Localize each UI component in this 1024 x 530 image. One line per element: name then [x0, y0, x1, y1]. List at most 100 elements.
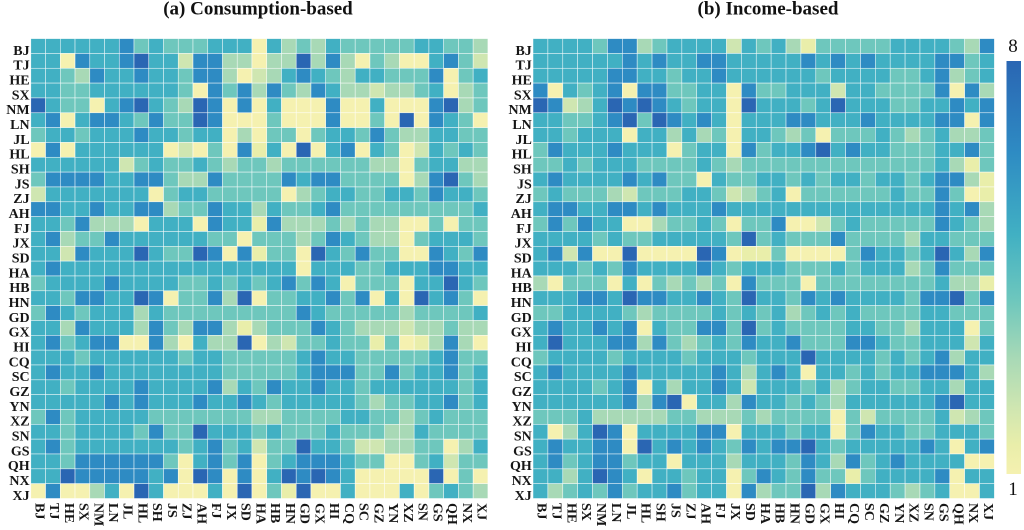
svg-text:HE: HE [9, 73, 29, 88]
svg-text:HL: HL [9, 148, 29, 163]
svg-text:FJ: FJ [208, 503, 223, 519]
svg-text:ZJ: ZJ [13, 192, 29, 207]
svg-text:GZ: GZ [512, 385, 532, 400]
svg-text:JS: JS [164, 503, 179, 518]
svg-text:LN: LN [608, 503, 623, 522]
svg-text:XZ: XZ [400, 503, 415, 522]
svg-text:SH: SH [653, 503, 668, 522]
svg-text:HL: HL [638, 503, 653, 523]
svg-text:SC: SC [861, 503, 876, 521]
svg-text:GZ: GZ [370, 503, 385, 523]
svg-text:ZJ: ZJ [682, 503, 697, 519]
svg-text:HA: HA [511, 266, 533, 281]
svg-text:GD: GD [297, 503, 312, 524]
svg-text:YN: YN [9, 400, 29, 415]
svg-text:HA: HA [9, 266, 31, 281]
svg-text:HI: HI [831, 503, 846, 519]
svg-text:JS: JS [668, 503, 683, 518]
svg-text:JX: JX [223, 503, 238, 520]
svg-text:JX: JX [727, 503, 742, 520]
svg-text:JL: JL [13, 133, 29, 148]
svg-text:QH: QH [8, 459, 30, 474]
svg-text:CQ: CQ [341, 503, 356, 524]
svg-text:BJ: BJ [31, 503, 46, 519]
svg-text:GD: GD [801, 503, 816, 524]
svg-text:ZJ: ZJ [515, 192, 531, 207]
svg-text:HN: HN [282, 503, 297, 524]
svg-text:SN: SN [415, 503, 430, 521]
svg-text:HL: HL [512, 148, 532, 163]
svg-text:TJ: TJ [13, 59, 29, 74]
svg-text:AH: AH [511, 207, 532, 222]
svg-text:QH: QH [444, 503, 459, 525]
svg-text:HA: HA [252, 503, 267, 525]
svg-text:SN: SN [514, 430, 532, 445]
svg-text:NM: NM [593, 503, 608, 526]
svg-text:GX: GX [9, 326, 30, 341]
svg-text:HE: HE [61, 503, 76, 523]
svg-text:JS: JS [517, 177, 532, 192]
svg-text:QH: QH [510, 459, 532, 474]
svg-text:LN: LN [10, 118, 29, 133]
svg-text:HN: HN [787, 503, 802, 524]
svg-text:BJ: BJ [13, 44, 29, 59]
svg-text:SD: SD [12, 252, 30, 267]
svg-text:YN: YN [385, 503, 400, 523]
svg-text:GX: GX [511, 326, 532, 341]
svg-text:GZ: GZ [9, 385, 29, 400]
svg-text:HB: HB [9, 281, 29, 296]
svg-text:NM: NM [6, 103, 29, 118]
svg-text:JS: JS [15, 177, 30, 192]
svg-text:HE: HE [563, 503, 578, 523]
svg-text:AH: AH [9, 207, 30, 222]
svg-text:SN: SN [921, 503, 936, 521]
svg-text:XJ: XJ [515, 489, 532, 504]
svg-text:GS: GS [11, 444, 30, 459]
svg-text:SD: SD [514, 252, 532, 267]
svg-text:SH: SH [513, 163, 532, 178]
svg-text:SC: SC [356, 503, 371, 521]
svg-text:BJ: BJ [534, 503, 549, 519]
svg-text:GS: GS [429, 503, 444, 522]
svg-text:XZ: XZ [906, 503, 921, 522]
svg-text:GS: GS [935, 503, 950, 522]
svg-text:GD: GD [511, 311, 532, 326]
svg-text:HN: HN [511, 296, 532, 311]
svg-text:AH: AH [697, 503, 712, 524]
svg-text:JL: JL [623, 503, 638, 519]
svg-text:SH: SH [11, 163, 30, 178]
svg-text:YN: YN [512, 400, 532, 415]
svg-text:TJ: TJ [515, 59, 531, 74]
svg-text:SX: SX [76, 503, 91, 521]
svg-text:GD: GD [9, 311, 30, 326]
svg-text:SX: SX [12, 88, 30, 103]
svg-text:NX: NX [459, 503, 474, 523]
svg-text:HI: HI [515, 341, 531, 356]
svg-text:FJ: FJ [14, 222, 30, 237]
svg-text:JX: JX [515, 237, 532, 252]
svg-text:AH: AH [193, 503, 208, 524]
svg-text:HE: HE [512, 73, 532, 88]
svg-text:SC: SC [12, 370, 30, 385]
svg-text:GX: GX [816, 503, 831, 524]
svg-text:SX: SX [578, 503, 593, 521]
svg-text:(a) Consumption-based: (a) Consumption-based [163, 0, 353, 20]
svg-text:CQ: CQ [846, 503, 861, 524]
svg-text:LN: LN [512, 118, 531, 133]
svg-text:(b) Income-based: (b) Income-based [698, 0, 839, 20]
svg-text:HI: HI [13, 341, 29, 356]
svg-text:NM: NM [90, 503, 105, 526]
svg-text:FJ: FJ [516, 222, 532, 237]
svg-text:SN: SN [12, 430, 30, 445]
svg-text:FJ: FJ [712, 503, 727, 519]
svg-text:SC: SC [514, 370, 532, 385]
svg-text:SD: SD [742, 503, 757, 521]
svg-text:HN: HN [9, 296, 30, 311]
svg-text:GX: GX [311, 503, 326, 524]
svg-text:HB: HB [772, 503, 787, 523]
svg-text:NM: NM [508, 103, 531, 118]
svg-text:TJ: TJ [548, 503, 563, 519]
svg-text:SD: SD [238, 503, 253, 521]
svg-text:BJ: BJ [515, 44, 531, 59]
svg-text:HI: HI [326, 503, 341, 519]
